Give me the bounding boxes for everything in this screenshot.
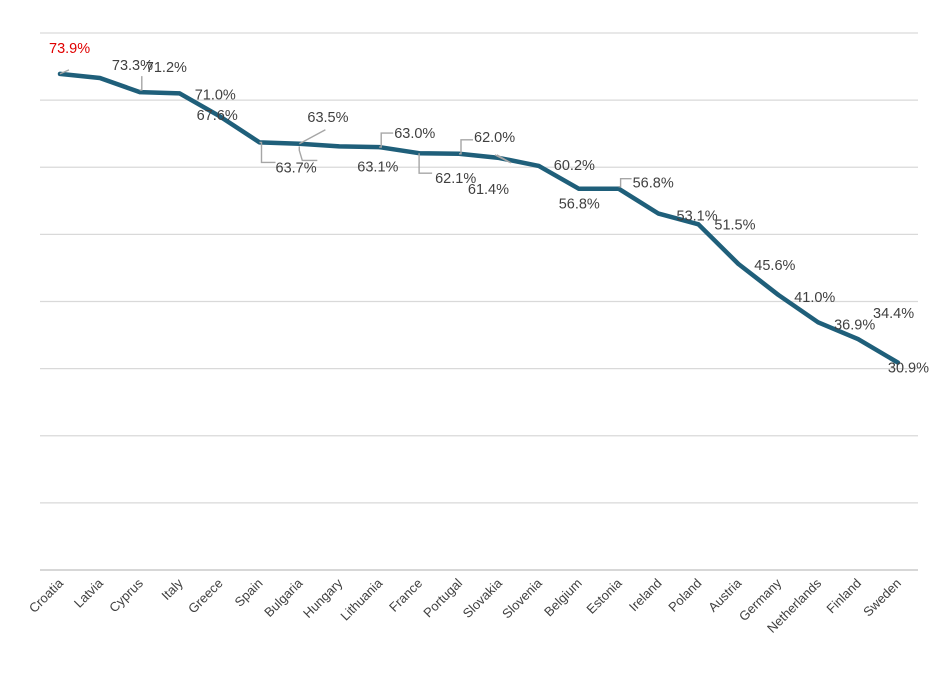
x-tick-label: France <box>386 576 425 615</box>
x-tick-label: Sweden <box>860 576 904 620</box>
x-tick-label: Bulgaria <box>261 575 306 620</box>
x-tick-label: Ireland <box>626 576 665 615</box>
data-labels: 73.9% 73.3%71.2% 71.0% 67.6% 63.7% 63.5% 63.1%… <box>49 41 929 377</box>
series-line-group <box>57 71 901 365</box>
data-label: 71.2% <box>146 60 187 76</box>
data-label: 61.4% <box>468 182 509 198</box>
x-tick-label: Finland <box>823 576 864 617</box>
label-leader-line <box>418 153 433 174</box>
x-tick-label: Austria <box>705 575 745 615</box>
data-point <box>417 151 422 156</box>
data-label: 60.2% <box>554 158 595 174</box>
label-leader-line <box>299 129 326 145</box>
x-tick-label: Spain <box>232 576 266 610</box>
x-tick-label: Latvia <box>71 575 107 611</box>
data-label: 41.0% <box>794 290 835 306</box>
label-leader-line <box>59 69 70 75</box>
data-point <box>736 261 741 266</box>
x-tick-label: Greece <box>185 576 226 617</box>
data-point <box>536 163 541 168</box>
label-leader-line <box>459 139 473 155</box>
data-label: 30.9% <box>888 361 929 377</box>
x-tick-labels: Croatia Latvia Cyprus Italy Greece SpainBulga… <box>26 575 904 636</box>
data-label: 53.1% <box>677 209 718 225</box>
data-label: 62.1% <box>435 171 476 187</box>
data-point <box>137 90 142 95</box>
label-leader-line <box>259 141 276 164</box>
data-point <box>177 91 182 96</box>
data-point <box>856 337 860 342</box>
data-label: 71.0% <box>195 87 236 103</box>
data-label: 56.8% <box>633 176 674 192</box>
series-line <box>57 71 901 365</box>
label-leader-line <box>494 154 512 164</box>
data-point <box>616 186 621 191</box>
x-tick-label: Lithuania <box>337 575 385 623</box>
data-label: 63.0% <box>394 126 435 142</box>
label-leader-line <box>139 76 143 91</box>
data-label: 63.1% <box>357 159 398 175</box>
data-label: 56.8% <box>559 197 600 213</box>
data-label: 63.7% <box>276 160 317 176</box>
x-tick-label: Cyprus <box>106 575 146 615</box>
data-point <box>696 222 701 227</box>
label-leader-line <box>618 177 632 188</box>
data-point <box>217 114 222 119</box>
data-label: 73.3% <box>112 58 153 74</box>
data-point <box>97 75 102 80</box>
x-tick-label: Belgium <box>541 576 585 620</box>
x-tick-label: Poland <box>665 576 704 615</box>
x-tick-label: Italy <box>158 575 186 603</box>
data-label: 62.0% <box>474 130 515 146</box>
label-leader-line <box>298 146 318 162</box>
x-tick-label: Croatia <box>26 575 67 616</box>
data-point <box>656 211 661 216</box>
gridlines <box>40 32 918 504</box>
x-tick-label: Portugal <box>420 575 465 620</box>
data-label: 36.9% <box>834 317 875 333</box>
data-label: 34.4% <box>873 306 914 322</box>
data-point <box>576 186 581 191</box>
label-leader-line <box>379 132 394 148</box>
x-tick-label: Slovenia <box>499 575 545 621</box>
data-point <box>337 144 342 149</box>
label-leaders <box>59 69 632 188</box>
x-tick-label: Estonia <box>583 575 625 617</box>
data-point <box>776 292 781 297</box>
data-label-highlighted: 73.9% <box>49 41 90 57</box>
data-label: 51.5% <box>714 217 755 233</box>
data-label: 45.6% <box>754 258 795 274</box>
data-point <box>895 360 900 365</box>
data-point <box>816 320 821 325</box>
data-label: 63.5% <box>307 110 348 126</box>
data-label: 67.6% <box>197 108 238 124</box>
x-tick-label: Slovakia <box>460 575 506 621</box>
